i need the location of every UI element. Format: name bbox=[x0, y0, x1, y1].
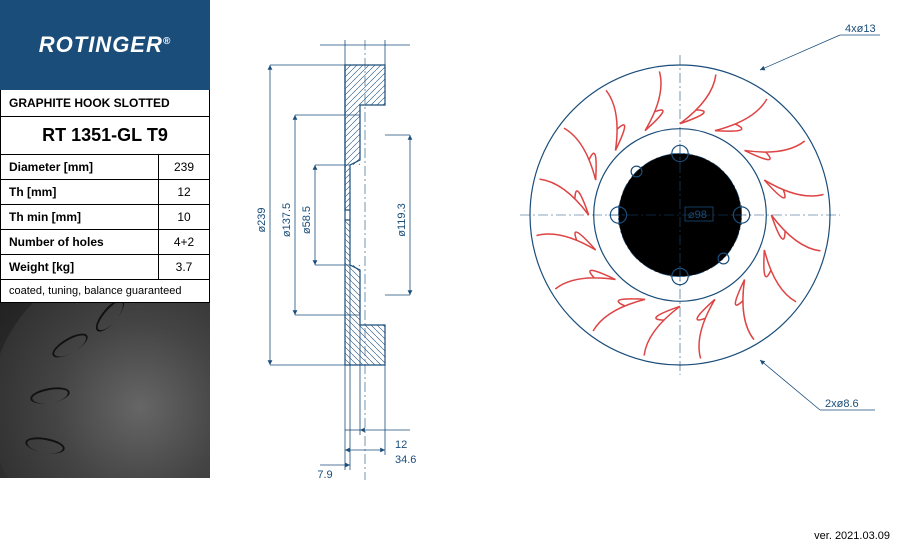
bolt-callout: 4xø13 bbox=[845, 23, 876, 35]
spec-value: 10 bbox=[159, 205, 209, 229]
spec-value: 12 bbox=[159, 180, 209, 204]
front-view: ⌀98 bbox=[520, 55, 840, 375]
spec-row: Diameter [mm]239 bbox=[0, 155, 210, 180]
spec-value: 3.7 bbox=[159, 255, 209, 279]
dim-offset: 34.6 bbox=[395, 454, 416, 466]
dim-d137: ø137.5 bbox=[281, 203, 293, 237]
spec-label: Th min [mm] bbox=[1, 205, 159, 229]
spec-panel: ROTINGER® GRAPHITE HOOK SLOTTED RT 1351-… bbox=[0, 0, 210, 547]
dim-depth: 7.9 bbox=[317, 469, 332, 481]
spec-row: Th min [mm]10 bbox=[0, 205, 210, 230]
brand-name: ROTINGER® bbox=[39, 32, 172, 58]
spec-row: Number of holes4+2 bbox=[0, 230, 210, 255]
side-view: ø239 ø137.5 ø58.5 ø119.3 7.9 12 34.6 bbox=[256, 40, 416, 481]
spec-value: 239 bbox=[159, 155, 209, 179]
spec-label: Number of holes bbox=[1, 230, 159, 254]
dim-d119: ø119.3 bbox=[396, 203, 408, 236]
pin-callout: 2xø8.6 bbox=[825, 398, 859, 410]
part-number: RT 1351-GL T9 bbox=[0, 117, 210, 155]
spec-value: 4+2 bbox=[159, 230, 209, 254]
dim-d239: ø239 bbox=[256, 207, 268, 232]
notes: coated, tuning, balance guaranteed bbox=[0, 280, 210, 303]
product-photo bbox=[0, 303, 210, 478]
spec-row: Th [mm]12 bbox=[0, 180, 210, 205]
dim-th: 12 bbox=[395, 439, 407, 451]
spec-row: Weight [kg]3.7 bbox=[0, 255, 210, 280]
spec-label: Th [mm] bbox=[1, 180, 159, 204]
series-label: GRAPHITE HOOK SLOTTED bbox=[0, 90, 210, 117]
brand-logo: ROTINGER® bbox=[0, 0, 210, 90]
spec-label: Weight [kg] bbox=[1, 255, 159, 279]
spec-label: Diameter [mm] bbox=[1, 155, 159, 179]
technical-drawing: ø239 ø137.5 ø58.5 ø119.3 7.9 12 34.6 ⌀98… bbox=[220, 10, 890, 525]
dim-d58: ø58.5 bbox=[301, 206, 313, 234]
pcd-label: ⌀98 bbox=[688, 209, 707, 221]
version-label: ver. 2021.03.09 bbox=[814, 530, 890, 542]
